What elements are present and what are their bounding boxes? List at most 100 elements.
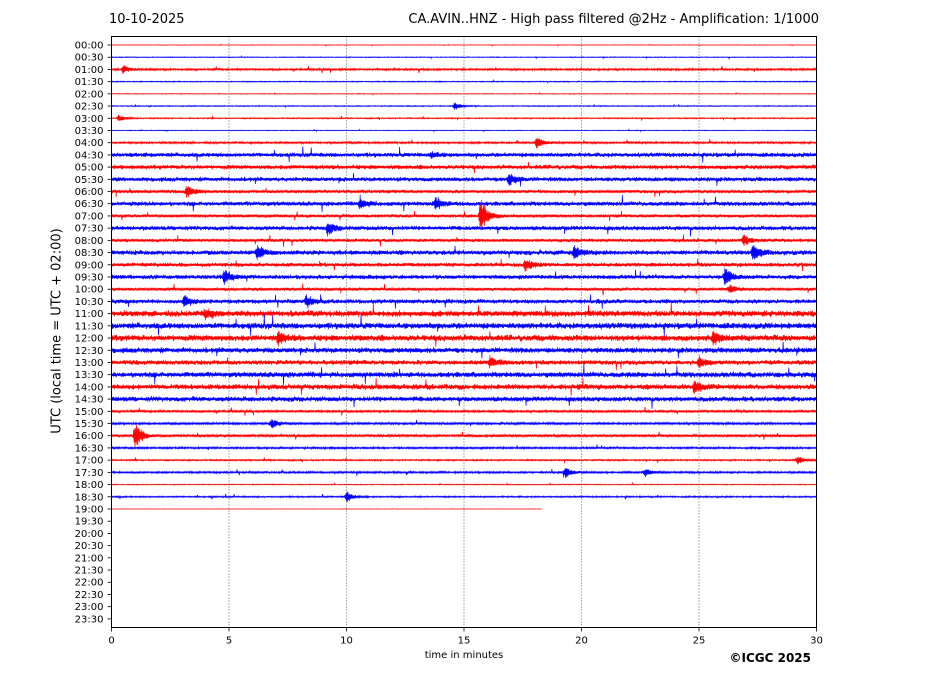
trace-1130 — [111, 314, 817, 337]
y-tick-label: 10:00 — [75, 285, 104, 296]
trace-0630 — [111, 194, 817, 213]
y-tick-label: 15:00 — [75, 407, 104, 418]
y-tick-label: 18:00 — [75, 480, 104, 491]
trace-1800 — [111, 481, 817, 486]
y-tick-label: 01:30 — [75, 77, 104, 88]
plot-area-background — [111, 36, 817, 628]
y-tick-label: 06:00 — [75, 187, 104, 198]
y-tick-label: 13:30 — [75, 370, 104, 381]
trace-1000 — [111, 283, 817, 296]
trace-0930 — [111, 267, 817, 285]
trace-1430 — [111, 396, 817, 409]
y-tick-label: 04:00 — [75, 138, 104, 149]
trace-0100 — [111, 65, 817, 74]
trace-1730 — [111, 467, 817, 478]
vertical-gridlines — [228, 36, 700, 628]
trace-0130 — [111, 78, 817, 84]
y-tick-label: 10:30 — [75, 297, 104, 308]
y-tick-label: 17:00 — [75, 456, 104, 467]
x-tick-label: 5 — [226, 636, 232, 647]
trace-0730 — [111, 223, 817, 237]
trace-1330 — [111, 363, 817, 385]
y-tick-label: 14:00 — [75, 382, 104, 393]
y-tick-label: 00:00 — [75, 41, 104, 52]
x-tick-label: 30 — [810, 636, 823, 647]
y-tick-label: 21:30 — [75, 566, 104, 577]
trace-0830 — [111, 245, 817, 260]
trace-1230 — [111, 341, 817, 359]
trace-0030 — [111, 54, 817, 61]
y-tick-label: 19:30 — [75, 517, 104, 528]
y-tick-label: 16:00 — [75, 431, 104, 442]
y-tick-label: 12:00 — [75, 334, 104, 345]
x-tick-label: 0 — [108, 636, 114, 647]
y-tick-label: 02:30 — [75, 102, 104, 113]
trace-1900 — [111, 508, 542, 511]
y-tick-label: 08:30 — [75, 248, 104, 259]
trace-0200 — [111, 91, 817, 96]
y-tick-label: 09:30 — [75, 272, 104, 283]
trace-0230 — [111, 102, 817, 110]
y-tick-label: 07:00 — [75, 211, 104, 222]
trace-1300 — [111, 355, 817, 371]
trace-1700 — [111, 456, 817, 465]
trace-0000 — [111, 43, 817, 47]
trace-1530 — [111, 419, 817, 429]
y-tick-label: 22:00 — [75, 578, 104, 589]
trace-1030 — [111, 294, 817, 309]
y-tick-label: 09:00 — [75, 260, 104, 271]
x-tick-label: 15 — [458, 636, 471, 647]
y-tick-label: 05:00 — [75, 163, 104, 174]
trace-0330 — [111, 128, 817, 133]
trace-0400 — [111, 138, 817, 149]
trace-0530 — [111, 172, 817, 187]
y-tick-label: 17:30 — [75, 468, 104, 479]
y-tick-label: 20:00 — [75, 529, 104, 540]
chart-date: 10-10-2025 — [109, 12, 185, 27]
trace-1100 — [111, 302, 817, 321]
trace-1400 — [111, 377, 817, 396]
x-tick-label: 10 — [340, 636, 353, 647]
y-tick-label: 11:30 — [75, 321, 104, 332]
y-axis-label: UTC (local time = UTC + 02:00) — [49, 228, 65, 434]
trace-1200 — [111, 330, 817, 347]
y-tick-label: 03:30 — [75, 126, 104, 137]
chart-title: CA.AVIN..HNZ - High pass filtered @2Hz -… — [408, 12, 819, 27]
y-tick-label: 18:30 — [75, 492, 104, 503]
y-tick-label: 06:30 — [75, 199, 104, 210]
trace-1500 — [111, 407, 817, 416]
y-tick-label: 05:30 — [75, 175, 104, 186]
y-tick-label: 00:30 — [75, 53, 104, 64]
y-tick-label: 03:00 — [75, 114, 104, 125]
y-tick-label: 01:00 — [75, 65, 104, 76]
y-tick-label: 14:30 — [75, 395, 104, 406]
y-tick-label: 12:30 — [75, 346, 104, 357]
trace-0600 — [111, 186, 817, 198]
x-axis-label: time in minutes — [424, 650, 504, 661]
y-tick-label: 21:00 — [75, 553, 104, 564]
y-tick-label: 19:00 — [75, 504, 104, 515]
trace-1830 — [111, 491, 817, 502]
x-axis-ticks: 0 5 10 15 20 25 30 — [108, 627, 823, 647]
trace-0300 — [111, 114, 817, 121]
y-tick-label: 07:30 — [75, 224, 104, 235]
trace-0430 — [111, 146, 817, 163]
y-tick-label: 16:30 — [75, 443, 104, 454]
trace-lines — [111, 43, 817, 511]
y-tick-label: 13:00 — [75, 358, 104, 369]
trace-0800 — [111, 234, 817, 247]
trace-0500 — [111, 162, 817, 174]
copyright-notice: ©ICGC 2025 — [729, 651, 811, 665]
y-tick-label: 11:00 — [75, 309, 104, 320]
y-tick-label: 04:30 — [75, 150, 104, 161]
trace-0700 — [111, 199, 817, 230]
y-tick-label: 22:30 — [75, 590, 104, 601]
y-tick-label: 02:00 — [75, 89, 104, 100]
y-tick-label: 08:00 — [75, 236, 104, 247]
trace-0900 — [111, 258, 817, 272]
trace-1630 — [111, 444, 817, 451]
y-tick-label: 20:30 — [75, 541, 104, 552]
y-tick-label: 23:30 — [75, 614, 104, 625]
